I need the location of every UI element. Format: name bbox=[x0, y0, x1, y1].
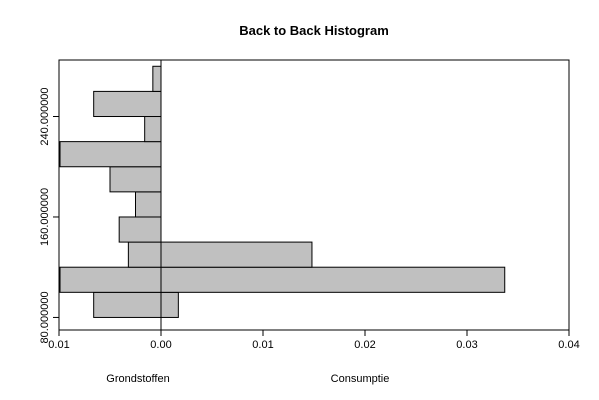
bar bbox=[135, 191, 162, 218]
bar bbox=[109, 166, 162, 193]
x-tick-label: 0.00 bbox=[150, 339, 171, 351]
y-tick-label: 160.000000 bbox=[39, 188, 51, 246]
x-tick-label: 0.01 bbox=[252, 339, 273, 351]
bar bbox=[59, 141, 162, 168]
bar bbox=[118, 216, 162, 243]
y-tick-label: 80.000000 bbox=[39, 291, 51, 343]
bar bbox=[152, 65, 162, 92]
legend-label: Consumptie bbox=[331, 373, 390, 385]
chart-title: Back to Back Histogram bbox=[239, 23, 389, 38]
x-tick-label: 0.01 bbox=[48, 339, 69, 351]
x-tick-label: 0.03 bbox=[456, 339, 477, 351]
bar bbox=[160, 241, 313, 268]
bar bbox=[59, 266, 162, 293]
plot-frame bbox=[58, 59, 570, 331]
bar bbox=[93, 90, 162, 118]
bar bbox=[127, 241, 162, 268]
bar bbox=[93, 291, 162, 318]
x-tick-label: 0.04 bbox=[558, 339, 579, 351]
legend-label: Grondstoffen bbox=[106, 373, 169, 385]
y-tick-label: 240.000000 bbox=[39, 87, 51, 145]
bar bbox=[160, 266, 506, 293]
x-tick-label: 0.02 bbox=[354, 339, 375, 351]
bar bbox=[144, 116, 162, 143]
bar bbox=[160, 291, 179, 318]
